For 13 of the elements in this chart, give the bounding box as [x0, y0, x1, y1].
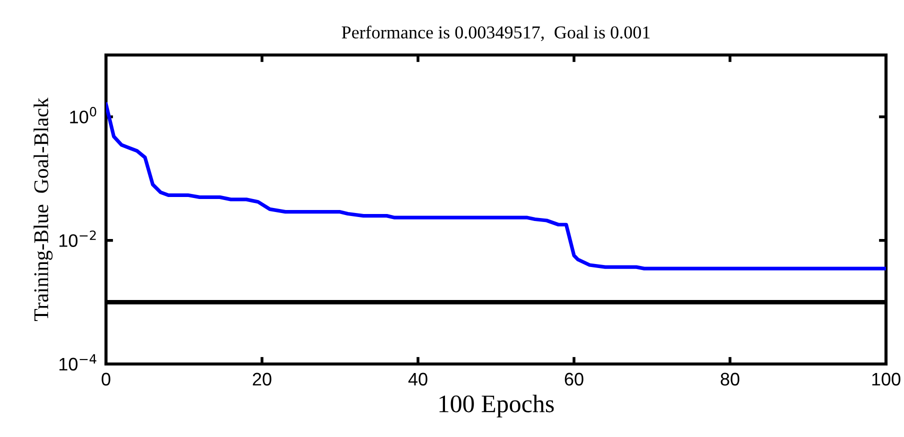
x-tick-label: 20 [252, 372, 272, 386]
x-tick-label: 0 [102, 372, 110, 386]
y-tick-label: 10$^{−4}$ [60, 354, 96, 371]
x-axis-title: 100 Epochs [440, 394, 554, 418]
x-tick-label: 60 [564, 372, 584, 386]
x-tick-label: 40 [408, 372, 428, 386]
y-tick-label: 10$^{−2}$ [60, 230, 96, 247]
y-tick-label: 10$^{0}$ [70, 106, 96, 124]
y-axis-title: Training-Blue Goal-Black [34, 98, 53, 321]
x-tick-label: 80 [720, 372, 740, 386]
x-tick-label: 100 [872, 372, 900, 386]
line-series [106, 102, 886, 270]
chart-title: Performance is 0.00349517, Goal is 0.001 [342, 26, 650, 42]
